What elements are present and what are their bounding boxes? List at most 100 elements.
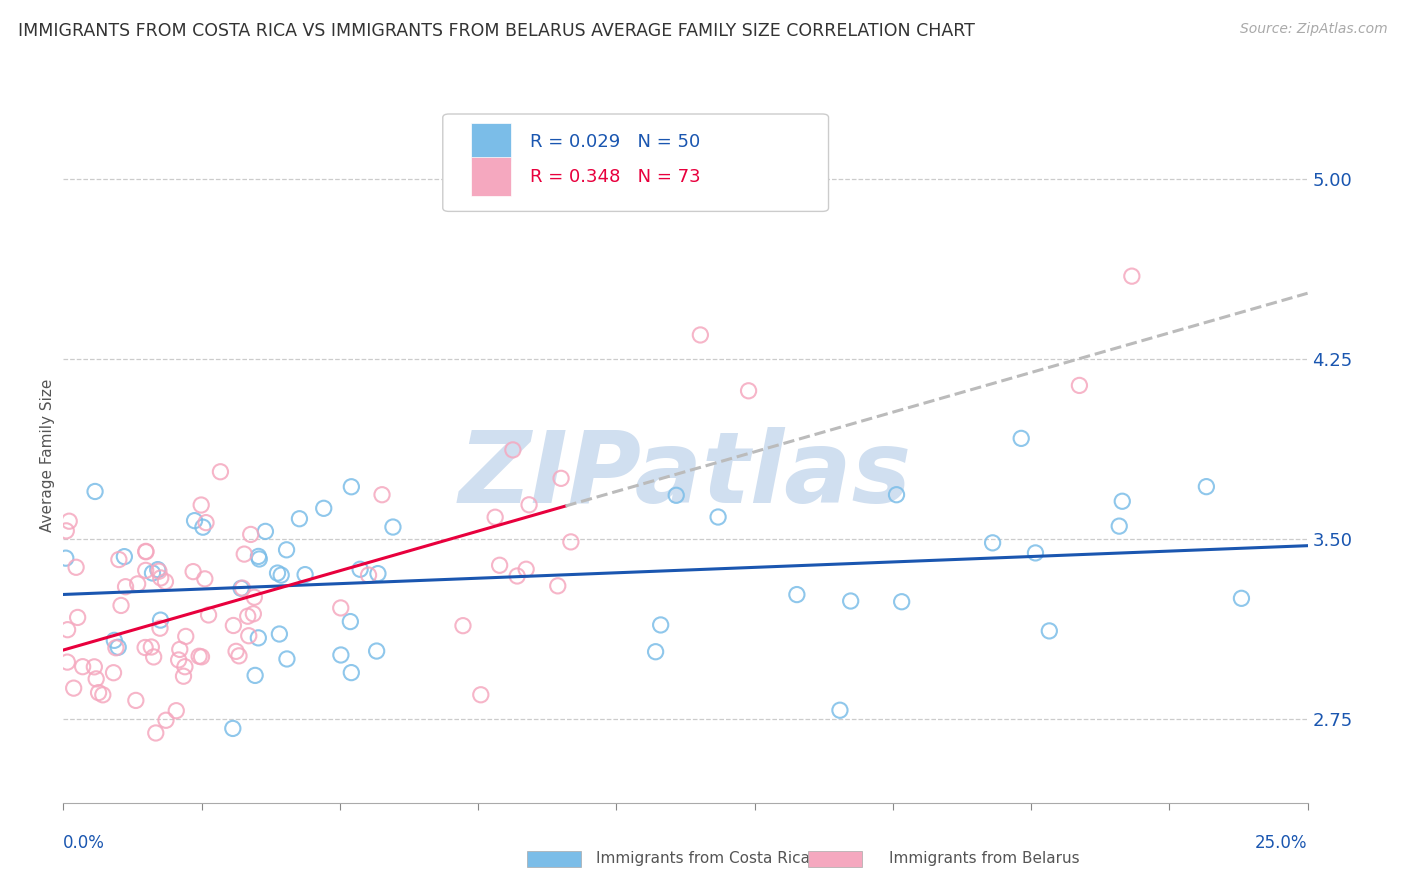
Point xyxy=(1038,624,1060,638)
Point xyxy=(56,655,79,669)
Point xyxy=(228,648,250,663)
Point xyxy=(517,498,540,512)
Point xyxy=(149,613,172,627)
Point xyxy=(56,623,79,637)
Point xyxy=(190,649,212,664)
Point xyxy=(340,480,363,494)
Point xyxy=(190,498,212,512)
Point xyxy=(195,516,218,530)
Point xyxy=(91,688,114,702)
Point xyxy=(550,471,572,485)
Point xyxy=(270,568,292,582)
Point xyxy=(515,562,537,576)
Point xyxy=(108,552,131,566)
Point xyxy=(243,668,266,682)
Point xyxy=(58,514,80,528)
Point xyxy=(55,551,77,566)
Y-axis label: Average Family Size: Average Family Size xyxy=(39,378,55,532)
Point xyxy=(367,566,389,581)
Point xyxy=(371,488,394,502)
Point xyxy=(104,640,127,655)
Point xyxy=(103,665,125,680)
Point xyxy=(1111,494,1133,508)
Point xyxy=(66,610,89,624)
Point xyxy=(146,563,169,577)
Point xyxy=(233,547,256,561)
Point xyxy=(142,649,165,664)
FancyBboxPatch shape xyxy=(471,158,512,195)
Point xyxy=(194,572,217,586)
Point xyxy=(381,520,404,534)
Point xyxy=(247,631,270,645)
Point xyxy=(1230,591,1253,606)
Point xyxy=(135,563,157,577)
Point xyxy=(288,512,311,526)
Point xyxy=(737,384,759,398)
Text: 25.0%: 25.0% xyxy=(1256,834,1308,852)
Point xyxy=(247,549,270,564)
Point xyxy=(239,527,262,541)
Point xyxy=(55,524,77,538)
Text: R = 0.029   N = 50: R = 0.029 N = 50 xyxy=(530,133,700,151)
Point xyxy=(181,565,204,579)
Point xyxy=(112,549,135,564)
Point xyxy=(110,599,132,613)
Point xyxy=(225,644,247,658)
Point xyxy=(1195,480,1218,494)
Point xyxy=(276,542,298,557)
Point xyxy=(107,640,129,655)
Point xyxy=(231,581,253,595)
Point xyxy=(349,562,371,576)
FancyBboxPatch shape xyxy=(443,114,828,211)
Point xyxy=(366,644,388,658)
Point xyxy=(173,669,195,683)
Text: Source: ZipAtlas.com: Source: ZipAtlas.com xyxy=(1240,22,1388,37)
Point xyxy=(1121,269,1143,284)
Point xyxy=(209,465,232,479)
Point xyxy=(169,642,191,657)
Point xyxy=(243,591,266,605)
Point xyxy=(125,693,148,707)
Point xyxy=(242,607,264,621)
Point xyxy=(312,501,335,516)
Point xyxy=(197,607,219,622)
Text: IMMIGRANTS FROM COSTA RICA VS IMMIGRANTS FROM BELARUS AVERAGE FAMILY SIZE CORREL: IMMIGRANTS FROM COSTA RICA VS IMMIGRANTS… xyxy=(18,22,976,40)
Point xyxy=(339,615,361,629)
Point xyxy=(707,510,730,524)
Point xyxy=(488,558,510,573)
Point xyxy=(254,524,277,539)
Point xyxy=(87,685,110,699)
Point xyxy=(329,601,352,615)
Point xyxy=(191,520,214,534)
Point xyxy=(135,544,157,558)
Point xyxy=(547,579,569,593)
Point xyxy=(148,564,170,578)
Point xyxy=(114,580,136,594)
Point xyxy=(890,595,912,609)
Point xyxy=(470,688,492,702)
FancyBboxPatch shape xyxy=(471,123,512,161)
Point xyxy=(1069,378,1091,392)
Point xyxy=(269,627,291,641)
Point xyxy=(294,567,316,582)
Point xyxy=(174,659,197,673)
Point xyxy=(141,566,163,580)
Text: ZIPatlas: ZIPatlas xyxy=(458,427,912,524)
Point xyxy=(1108,519,1130,533)
Point xyxy=(560,535,582,549)
Point xyxy=(786,588,808,602)
Point xyxy=(886,488,908,502)
Point xyxy=(155,713,177,727)
Point xyxy=(222,618,245,632)
Text: 0.0%: 0.0% xyxy=(63,834,105,852)
Point xyxy=(484,510,506,524)
Text: Immigrants from Belarus: Immigrants from Belarus xyxy=(889,851,1080,865)
Point xyxy=(650,618,672,632)
Point xyxy=(183,514,205,528)
Point xyxy=(451,618,474,632)
Point xyxy=(1010,431,1032,445)
Point xyxy=(103,633,125,648)
Point xyxy=(127,577,149,591)
Point xyxy=(1024,546,1046,560)
Point xyxy=(665,488,688,502)
